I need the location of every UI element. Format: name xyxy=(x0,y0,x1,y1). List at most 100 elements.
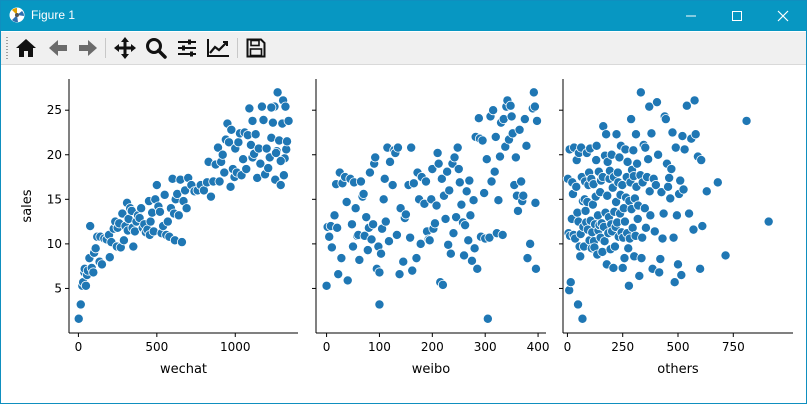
data-point xyxy=(657,233,668,244)
pan-icon xyxy=(114,37,136,59)
data-point xyxy=(379,173,390,184)
x-tick-label: 0 xyxy=(323,340,331,354)
data-point xyxy=(497,229,508,240)
x-axis-label: others xyxy=(657,362,699,377)
data-point xyxy=(481,154,492,165)
save-button[interactable] xyxy=(243,36,269,60)
data-point xyxy=(670,142,681,153)
data-point xyxy=(681,100,692,111)
data-point xyxy=(650,180,661,191)
data-point xyxy=(405,232,416,243)
data-point xyxy=(398,256,409,267)
data-point xyxy=(213,142,224,153)
x-tick-label: 0 xyxy=(75,340,83,354)
x-tick-label: 500 xyxy=(145,340,168,354)
data-point xyxy=(80,280,91,291)
pan-button[interactable] xyxy=(112,36,138,60)
back-button[interactable] xyxy=(45,36,71,60)
data-point xyxy=(514,124,525,135)
data-point xyxy=(516,176,527,187)
forward-button[interactable] xyxy=(75,36,101,60)
data-point xyxy=(346,219,357,230)
close-button[interactable] xyxy=(760,1,806,31)
y-tick-label: 20 xyxy=(47,148,62,162)
data-point xyxy=(488,105,499,116)
edit-axis-button[interactable] xyxy=(205,36,231,60)
data-point xyxy=(400,209,411,220)
data-point xyxy=(469,243,480,254)
data-point xyxy=(565,277,576,288)
data-point xyxy=(506,111,517,122)
data-point xyxy=(145,216,156,227)
data-point xyxy=(90,243,101,254)
data-point xyxy=(136,203,147,214)
data-point xyxy=(250,129,261,140)
data-point xyxy=(532,115,543,126)
data-point xyxy=(671,210,682,221)
x-tick-label: 500 xyxy=(667,340,690,354)
data-point xyxy=(484,232,495,243)
close-icon xyxy=(777,10,789,22)
data-point xyxy=(577,313,588,324)
window-title: Figure 1 xyxy=(31,8,76,22)
data-point xyxy=(573,299,584,310)
data-point xyxy=(241,164,252,175)
data-point xyxy=(663,181,674,192)
data-point xyxy=(436,173,447,184)
data-point xyxy=(690,129,701,140)
data-point xyxy=(451,212,462,223)
data-point xyxy=(490,131,501,142)
data-point xyxy=(361,212,372,223)
data-point xyxy=(658,208,669,219)
data-point xyxy=(419,198,430,209)
data-point xyxy=(689,95,700,106)
data-point xyxy=(601,129,612,140)
data-point xyxy=(282,136,293,147)
data-point xyxy=(614,152,625,163)
data-point xyxy=(679,144,690,155)
data-point xyxy=(696,155,707,166)
data-point xyxy=(394,269,405,280)
x-tick-label: 0 xyxy=(564,340,572,354)
data-point xyxy=(456,199,467,210)
data-point xyxy=(368,219,379,230)
zoom-button[interactable] xyxy=(143,36,169,60)
data-point xyxy=(572,207,583,218)
data-point xyxy=(626,114,637,125)
data-point xyxy=(489,166,500,177)
data-point xyxy=(341,196,352,207)
data-point xyxy=(649,226,660,237)
data-point xyxy=(639,203,650,214)
data-point xyxy=(619,253,630,264)
title-bar[interactable]: Figure 1 xyxy=(1,1,806,31)
minimize-button[interactable] xyxy=(668,1,714,31)
data-point xyxy=(362,245,373,256)
data-point xyxy=(463,235,474,246)
data-point xyxy=(358,188,369,199)
toolbar-grip[interactable] xyxy=(6,37,8,59)
x-tick-label: 750 xyxy=(722,340,745,354)
data-point xyxy=(244,103,255,114)
data-point xyxy=(472,263,483,274)
home-button[interactable] xyxy=(13,36,39,60)
data-point xyxy=(380,216,391,227)
data-point xyxy=(324,231,335,242)
data-point xyxy=(217,149,228,160)
data-point xyxy=(104,252,115,263)
data-point xyxy=(668,232,679,243)
data-point xyxy=(525,238,536,249)
data-point xyxy=(96,259,107,270)
data-point xyxy=(608,262,619,273)
maximize-button[interactable] xyxy=(714,1,760,31)
data-point xyxy=(486,176,497,187)
data-point xyxy=(333,269,344,280)
data-point xyxy=(383,236,394,247)
figure-canvas[interactable]: 0 500 1000 5 10 15 20 25 wechat sales 0 100 200 300 4… xyxy=(1,65,806,403)
data-point xyxy=(271,147,282,158)
configure-subplots-icon xyxy=(178,39,196,57)
navigation-toolbar xyxy=(1,32,806,65)
y-axis-label: sales xyxy=(20,189,35,222)
data-point xyxy=(464,175,475,186)
configure-subplots-button[interactable] xyxy=(174,36,200,60)
data-point xyxy=(684,208,695,219)
